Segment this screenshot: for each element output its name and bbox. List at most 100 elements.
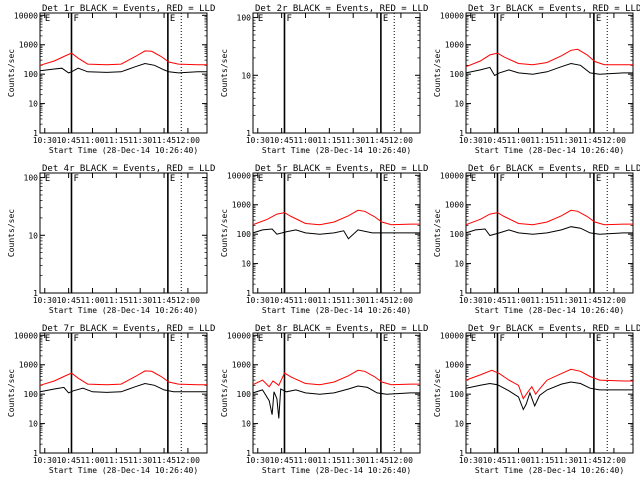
x-axis-label: Start Time (28-Dec-14 10:26:40): [262, 146, 411, 155]
x-tick-label: 11:15: [317, 456, 341, 465]
x-tick-label: 10:45: [57, 136, 81, 145]
x-tick-label: 11:45: [578, 136, 602, 145]
y-tick-label: 10000: [227, 331, 251, 340]
marker-label: E: [383, 334, 388, 344]
marker-label: E: [170, 174, 175, 184]
y-tick-label: 10: [454, 100, 464, 109]
y-axis-label: Counts/sec: [220, 209, 229, 257]
x-axis-label: Start Time (28-Dec-14 10:26:40): [262, 306, 411, 315]
y-tick-label: 100: [237, 230, 252, 239]
marker-label: E: [471, 174, 476, 184]
marker-label: F: [73, 14, 78, 24]
plot-frame: [39, 332, 208, 454]
x-tick-label: 10:45: [57, 456, 81, 465]
x-tick-label: 10:30: [33, 296, 57, 305]
x-tick-label: 12:00: [389, 296, 413, 305]
marker-label: E: [596, 174, 601, 184]
series-line-lld: [465, 368, 633, 400]
y-tick-label: 1: [459, 289, 464, 298]
x-tick-label: 11:00: [80, 296, 104, 305]
y-tick-label: 1: [33, 129, 38, 138]
series-line-lld: [252, 209, 420, 226]
x-tick-label: 10:30: [246, 296, 270, 305]
y-tick-label: 1: [459, 129, 464, 138]
x-tick-label: 10:30: [33, 456, 57, 465]
y-tick-label: 100: [450, 390, 465, 399]
series-line-events: [465, 381, 633, 411]
y-tick-label: 100: [24, 390, 39, 399]
x-tick-label: 12:00: [176, 296, 200, 305]
x-tick-label: 12:00: [389, 136, 413, 145]
y-tick-label: 1000: [232, 201, 251, 210]
marker-label: F: [499, 14, 504, 24]
plot-panel-5: Det 5r BLACK = Events, RED = LLD 1 10 100 10…: [220, 164, 428, 315]
plot-frame: [252, 332, 421, 454]
series-line-events: [39, 62, 207, 74]
plot-title: Det 6r BLACK = Events, RED = LLD: [468, 164, 640, 174]
y-tick-label: 10000: [14, 331, 38, 340]
x-tick-label: 11:45: [578, 296, 602, 305]
plot-frame: [39, 172, 208, 294]
series-line-lld: [252, 369, 420, 388]
plot-panel-9: Det 9r BLACK = Events, RED = LLD 1 10 100 10…: [433, 324, 640, 475]
y-tick-label: 10: [28, 231, 38, 240]
marker-label: F: [286, 174, 291, 184]
x-axis-label: Start Time (28-Dec-14 10:26:40): [49, 306, 198, 315]
series-line-events: [39, 382, 207, 394]
plot-panel-6: Det 6r BLACK = Events, RED = LLD 1 10 100 10…: [433, 164, 640, 315]
y-tick-label: 100: [450, 230, 465, 239]
marker-label: E: [45, 174, 50, 184]
marker-label: E: [45, 334, 50, 344]
x-tick-label: 10:30: [459, 456, 483, 465]
x-axis-label: Start Time (28-Dec-14 10:26:40): [262, 466, 411, 475]
y-tick-label: 1: [459, 449, 464, 458]
y-axis-label: Counts/sec: [7, 369, 16, 417]
x-tick-label: 11:30: [341, 296, 365, 305]
y-tick-label: 100: [237, 390, 252, 399]
marker-label: E: [45, 14, 50, 24]
y-tick-label: 10: [241, 71, 251, 80]
series-line-lld: [465, 48, 633, 68]
x-tick-label: 11:00: [80, 136, 104, 145]
plot-frame: [465, 12, 634, 134]
x-tick-label: 11:30: [128, 456, 152, 465]
x-tick-label: 11:15: [104, 136, 128, 145]
y-tick-label: 100: [237, 14, 252, 23]
x-tick-label: 10:30: [246, 136, 270, 145]
y-tick-label: 10: [241, 260, 251, 269]
x-tick-label: 11:45: [578, 456, 602, 465]
y-axis-label: Counts/sec: [220, 49, 229, 97]
marker-label: E: [383, 174, 388, 184]
x-tick-label: 11:15: [530, 136, 554, 145]
marker-label: E: [258, 174, 263, 184]
y-tick-label: 100: [24, 70, 39, 79]
marker-label: F: [499, 174, 504, 184]
x-tick-label: 10:45: [483, 296, 507, 305]
y-axis-label: Counts/sec: [433, 49, 442, 97]
series-line-events: [252, 228, 420, 240]
y-tick-label: 10: [28, 100, 38, 109]
marker-label: F: [286, 14, 291, 24]
plot-panel-1: Det 1r BLACK = Events, RED = LLD 1 10 100 10…: [7, 4, 215, 155]
marker-label: E: [383, 14, 388, 24]
plot-title: Det 5r BLACK = Events, RED = LLD: [255, 164, 428, 174]
y-tick-label: 1000: [445, 201, 464, 210]
x-tick-label: 12:00: [602, 456, 626, 465]
marker-label: E: [258, 14, 263, 24]
x-tick-label: 12:00: [176, 456, 200, 465]
x-tick-label: 10:30: [246, 456, 270, 465]
x-tick-label: 10:30: [33, 136, 57, 145]
x-tick-label: 11:30: [341, 456, 365, 465]
x-tick-label: 11:00: [80, 456, 104, 465]
x-tick-label: 11:00: [506, 296, 530, 305]
y-axis-label: Counts/sec: [433, 369, 442, 417]
plot-title: Det 9r BLACK = Events, RED = LLD: [468, 324, 640, 334]
x-axis-label: Start Time (28-Dec-14 10:26:40): [475, 146, 624, 155]
y-tick-label: 10000: [440, 11, 464, 20]
marker-label: E: [471, 14, 476, 24]
x-tick-label: 11:00: [506, 136, 530, 145]
x-tick-label: 11:45: [152, 136, 176, 145]
plot-title: Det 4r BLACK = Events, RED = LLD: [42, 164, 215, 174]
x-tick-label: 10:30: [459, 296, 483, 305]
x-tick-label: 11:15: [104, 456, 128, 465]
